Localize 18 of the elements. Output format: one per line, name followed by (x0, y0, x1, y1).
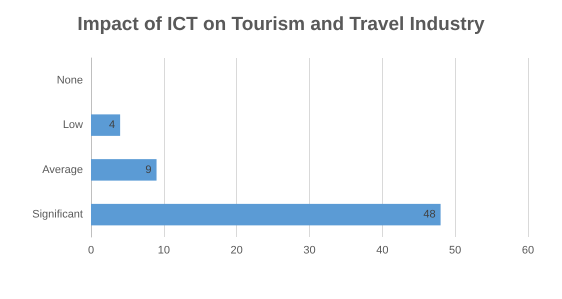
x-tick-label: 50 (449, 244, 462, 256)
x-tick-label: 10 (158, 244, 170, 256)
y-tick-label: Low (62, 119, 84, 132)
data-label: 48 (423, 208, 436, 221)
y-tick-label: None (56, 74, 83, 86)
chart-title: Impact of ICT on Tourism and Travel Industry (77, 14, 485, 35)
x-tick-label: 0 (88, 244, 94, 256)
data-label: 9 (145, 164, 152, 176)
x-tick-label: 40 (376, 244, 388, 256)
bar (91, 204, 441, 226)
bar (91, 159, 157, 181)
x-tick-label: 30 (303, 244, 316, 256)
y-tick-label: Significant (32, 208, 83, 221)
data-label: 4 (109, 119, 116, 132)
bar (91, 114, 120, 136)
y-tick-label: Average (42, 164, 83, 176)
x-tick-label: 20 (230, 244, 243, 256)
x-tick-label: 60 (522, 244, 534, 256)
